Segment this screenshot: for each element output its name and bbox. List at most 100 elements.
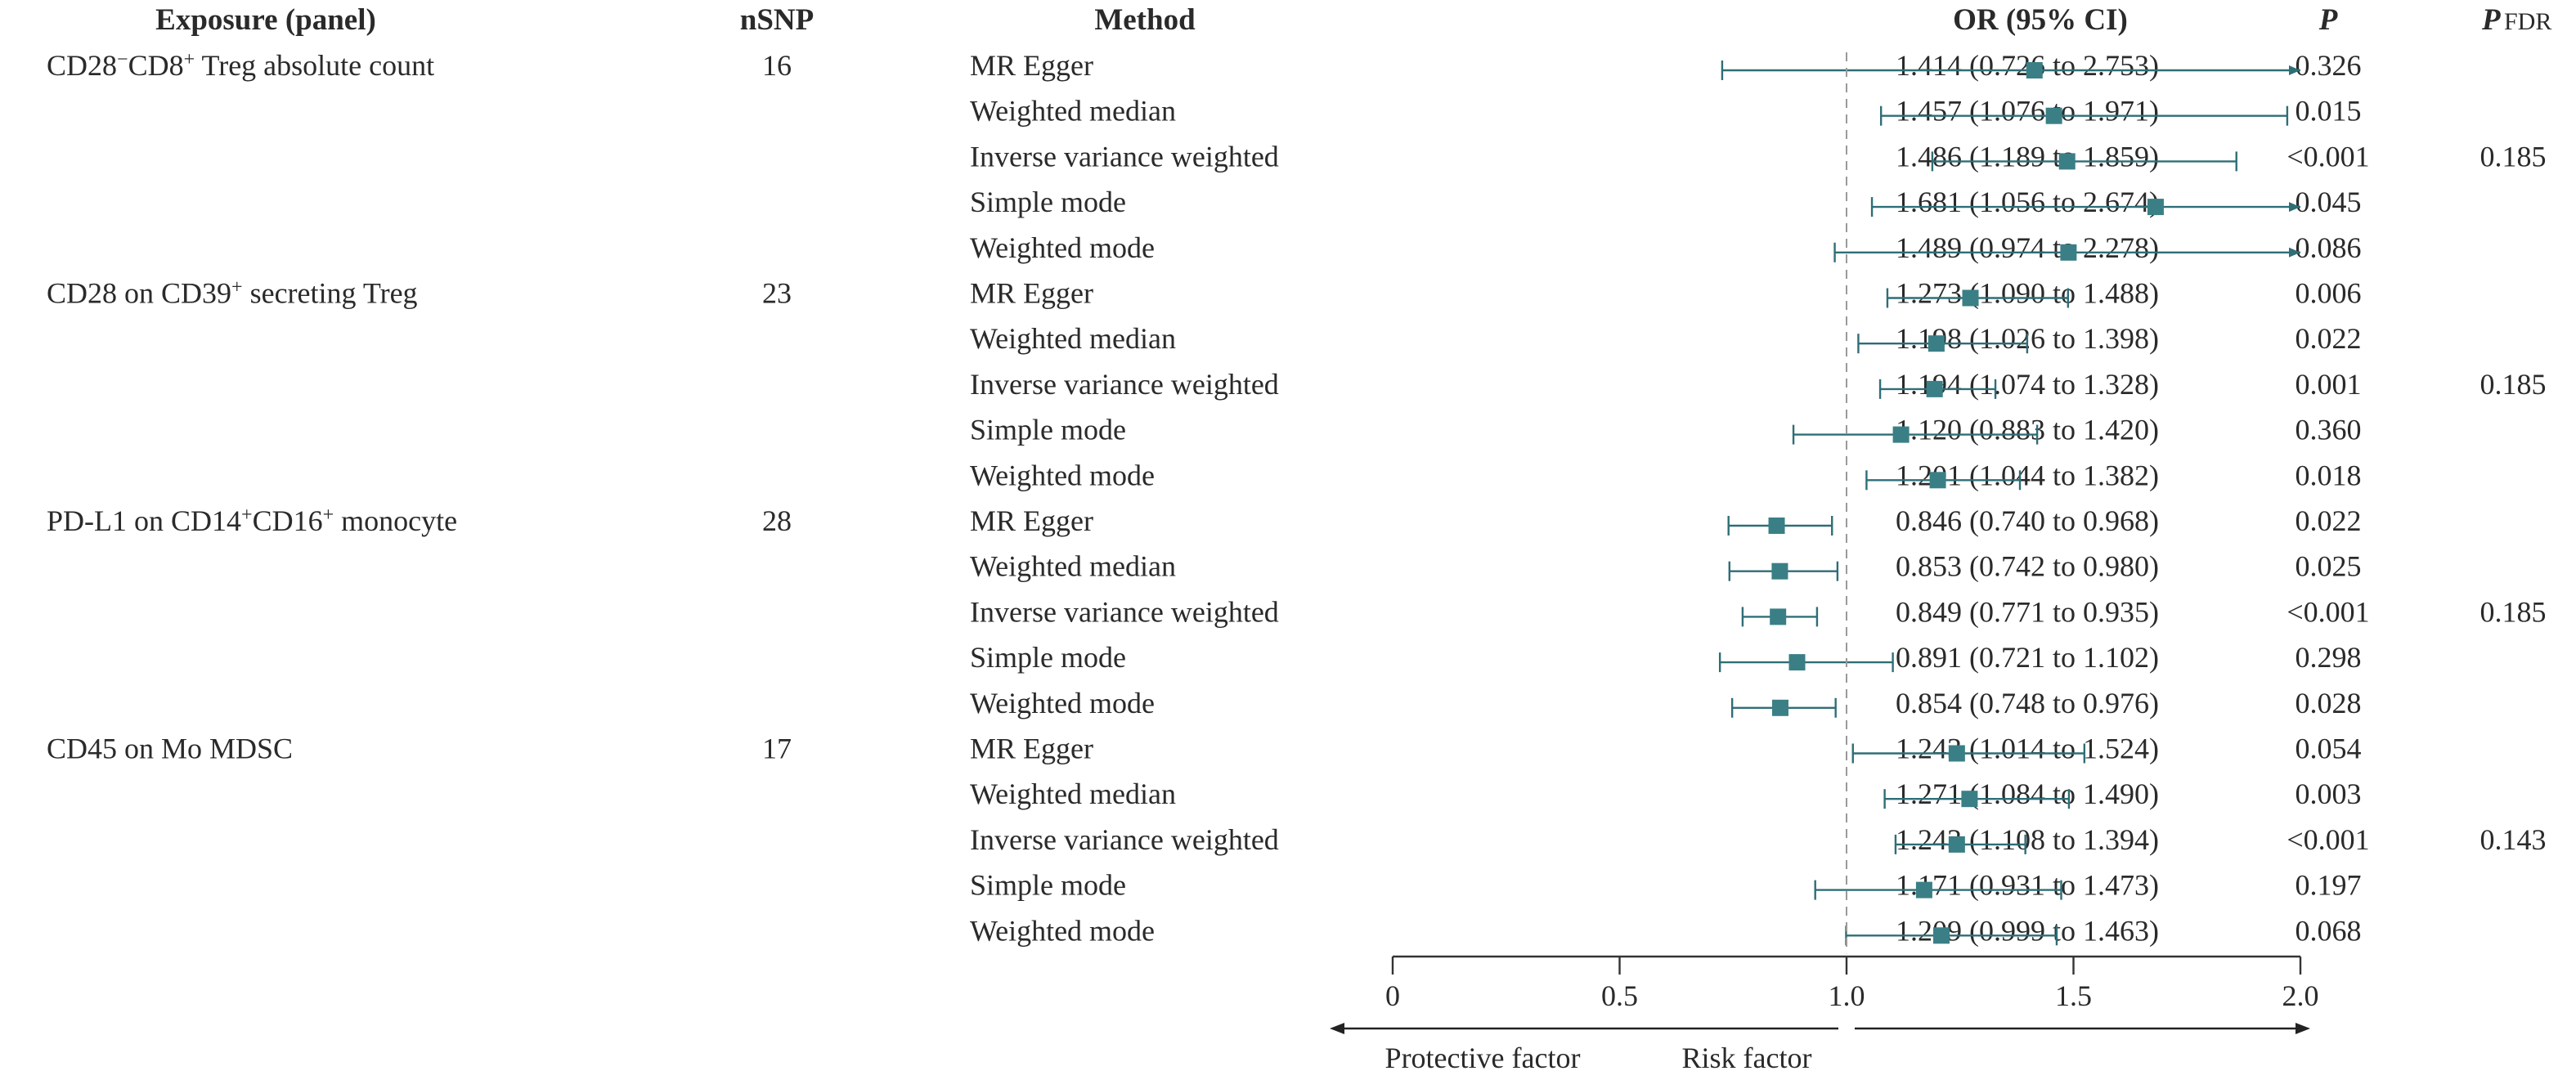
p-value: 0.028 xyxy=(2296,687,2362,719)
p-value: <0.001 xyxy=(2287,140,2369,173)
or-ci-value: 0.891 (0.721 to 1.102) xyxy=(1896,641,2159,674)
p-value: 0.015 xyxy=(2296,95,2362,128)
or-ci-value: 0.849 (0.771 to 0.935) xyxy=(1896,595,2159,628)
method-label: MR Egger xyxy=(970,504,1093,537)
method-label: Simple mode xyxy=(970,414,1126,446)
method-label: MR Egger xyxy=(970,49,1093,82)
method-label: Weighted median xyxy=(970,95,1176,128)
p-value: 0.022 xyxy=(2296,322,2362,355)
method-label: Weighted mode xyxy=(970,459,1155,491)
p-value: 0.298 xyxy=(2296,641,2362,674)
ci-arrow xyxy=(2289,247,2300,258)
protective-arrow-head xyxy=(1330,1023,1344,1034)
protective-factor-label: Protective factor xyxy=(1385,1042,1581,1074)
p-value: <0.001 xyxy=(2287,595,2369,628)
method-label: Inverse variance weighted xyxy=(970,595,1279,628)
method-label: Weighted median xyxy=(970,550,1176,583)
exposure-label: CD28−CD8+ Treg absolute count xyxy=(47,49,434,82)
pfdr-value: 0.185 xyxy=(2480,368,2547,401)
x-tick-label: 1.0 xyxy=(1829,979,1865,1012)
header-exposure: Exposure (panel) xyxy=(155,3,376,37)
method-label: MR Egger xyxy=(970,733,1093,765)
header-nsnp: nSNP xyxy=(740,3,814,37)
method-label: Simple mode xyxy=(970,641,1126,674)
x-tick-label: 0.5 xyxy=(1601,979,1638,1012)
or-point-marker xyxy=(1915,881,1932,899)
or-ci-value: 1.243 (1.108 to 1.394) xyxy=(1896,823,2159,856)
method-label: Weighted mode xyxy=(970,914,1155,947)
nsnp-value: 17 xyxy=(762,733,792,765)
p-value: 0.045 xyxy=(2296,186,2362,218)
risk-factor-label: Risk factor xyxy=(1682,1042,1812,1074)
or-point-marker xyxy=(1929,472,1946,489)
method-label: Inverse variance weighted xyxy=(970,140,1279,173)
p-value: 0.086 xyxy=(2296,231,2362,264)
or-point-marker xyxy=(2060,244,2077,261)
method-label: Weighted mode xyxy=(970,687,1155,719)
method-label: Inverse variance weighted xyxy=(970,368,1279,401)
p-value: 0.360 xyxy=(2296,414,2362,446)
ci-arrow xyxy=(2289,65,2300,75)
header-or-ci: OR (95% CI) xyxy=(1953,3,2128,37)
p-value: 0.003 xyxy=(2296,778,2362,810)
or-point-marker xyxy=(1892,426,1910,443)
method-label: MR Egger xyxy=(970,277,1093,310)
method-label: Simple mode xyxy=(970,869,1126,902)
or-point-marker xyxy=(1961,791,1978,808)
or-point-marker xyxy=(2058,153,2076,170)
or-ci-value: 1.273 (1.090 to 1.488) xyxy=(1896,277,2159,310)
x-tick-label: 0 xyxy=(1385,979,1400,1012)
pfdr-value: 0.185 xyxy=(2480,595,2547,628)
forest-plot-area: 0 0.5 1.0 1.5 2.0 Protective factor Risk facto… xyxy=(1330,52,2319,1074)
p-value: 0.025 xyxy=(2296,550,2362,583)
or-point-marker xyxy=(1948,836,1965,853)
or-point-marker xyxy=(2045,107,2062,124)
exposure-label: CD28 on CD39+ secreting Treg xyxy=(47,277,418,310)
header-method: Method xyxy=(1094,3,1196,37)
table-rows: CD28−CD8+ Treg absolute count 16 CD28 on C… xyxy=(47,49,2547,947)
or-ci-value: 1.120 (0.883 to 1.420) xyxy=(1896,414,2159,446)
p-value: 0.054 xyxy=(2296,733,2362,765)
header-pfdr-subscript: FDR xyxy=(2504,8,2551,35)
or-point-marker xyxy=(1770,608,1787,625)
or-point-marker xyxy=(1788,654,1806,671)
nsnp-value: 23 xyxy=(762,277,792,310)
ci-arrow xyxy=(2289,202,2300,213)
x-tick-label: 2.0 xyxy=(2282,979,2319,1012)
or-point-marker xyxy=(1771,699,1788,716)
or-point-marker xyxy=(1926,380,1943,397)
p-value: 0.022 xyxy=(2296,504,2362,537)
x-tick-label: 1.5 xyxy=(2055,979,2092,1012)
p-value: 0.068 xyxy=(2296,914,2362,947)
p-value: 0.018 xyxy=(2296,459,2362,491)
or-ci-value: 1.243 (1.014 to 1.524) xyxy=(1896,733,2159,765)
pfdr-value: 0.143 xyxy=(2480,823,2547,856)
or-ci-value: 1.271 (1.084 to 1.490) xyxy=(1896,778,2159,810)
p-value: 0.001 xyxy=(2296,368,2362,401)
method-label: Inverse variance weighted xyxy=(970,823,1279,856)
exposure-label: PD-L1 on CD14+CD16+ monocyte xyxy=(47,504,457,537)
or-point-marker xyxy=(2026,62,2043,78)
header-pfdr: P xyxy=(2481,3,2501,37)
nsnp-value: 16 xyxy=(762,49,792,82)
or-point-marker xyxy=(1948,745,1965,762)
or-ci-value: 1.171 (0.931 to 1.473) xyxy=(1896,869,2159,902)
pfdr-value: 0.185 xyxy=(2480,140,2547,173)
p-value: 0.006 xyxy=(2296,277,2362,310)
method-label: Weighted median xyxy=(970,322,1176,355)
or-point-marker xyxy=(1932,927,1950,944)
or-point-marker xyxy=(1771,562,1788,580)
or-point-marker xyxy=(1962,289,1979,307)
method-label: Weighted median xyxy=(970,778,1176,810)
or-ci-value: 1.457 (1.076 to 1.971) xyxy=(1896,95,2159,128)
or-ci-value: 0.854 (0.748 to 0.976) xyxy=(1896,687,2159,719)
or-ci-value: 0.846 (0.740 to 0.968) xyxy=(1896,504,2159,537)
p-value: 0.197 xyxy=(2296,869,2362,902)
risk-arrow-head xyxy=(2296,1023,2310,1034)
nsnp-value: 28 xyxy=(762,504,792,537)
or-ci-value: 0.853 (0.742 to 0.980) xyxy=(1896,550,2159,583)
or-ci-value: 1.489 (0.974 to 2.278) xyxy=(1896,231,2159,264)
or-point-marker xyxy=(1768,518,1785,534)
or-ci-value: 1.486 (1.189 to 1.859) xyxy=(1896,140,2159,173)
